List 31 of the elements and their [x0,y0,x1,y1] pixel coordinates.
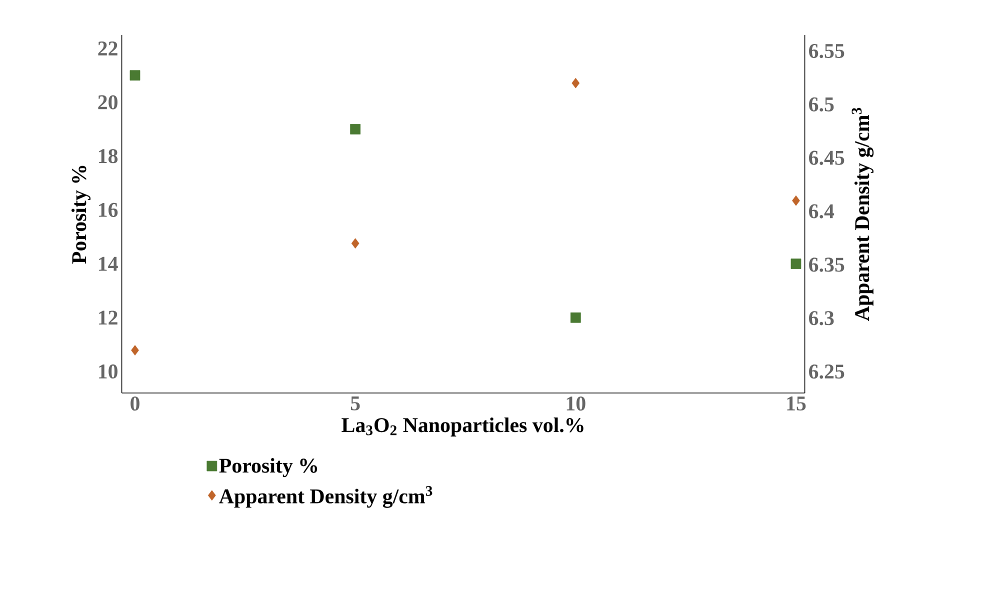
point [572,78,580,88]
legend-label: Porosity % [219,458,318,478]
point [351,238,360,249]
x-axis-title: La$_{3}$O$_{2}$ Nanoparticles vol.% [342,417,584,436]
point [790,258,802,269]
y2-tick-label: 6.55 [809,44,844,58]
y-tick-label: 16 [99,202,118,217]
x-tick-label: 0 [130,396,140,411]
point [792,195,800,206]
legend-label: Apparent Density g/cm$^{3}$ [219,486,432,508]
x-tick-label: 15 [787,396,806,411]
y2-tick-label: 6.35 [809,258,844,272]
y-tick-label: 20 [98,95,118,110]
y2-axis-title: Apparent Density g/cm$^{3}$ [852,108,874,321]
y-tick-label: 18 [99,149,118,164]
y-tick-label: 14 [99,256,118,271]
x-tick-label: 10 [566,396,586,411]
y-tick-label: 22 [98,42,118,56]
y-tick-label: 12 [99,310,118,325]
y2-tick-label: 6.45 [809,150,844,165]
x-tick-label: 5 [350,396,360,410]
y-axis-title: Porosity % [71,166,90,264]
y-tick-label: 10 [99,364,118,379]
point [570,312,581,323]
point [350,124,361,134]
point [131,345,139,356]
y2-tick-label: 6.4 [809,204,834,218]
point [130,70,140,81]
y2-tick-label: 6.5 [809,97,834,112]
y2-tick-label: 6.3 [809,311,834,326]
y2-tick-label: 6.25 [809,364,844,379]
